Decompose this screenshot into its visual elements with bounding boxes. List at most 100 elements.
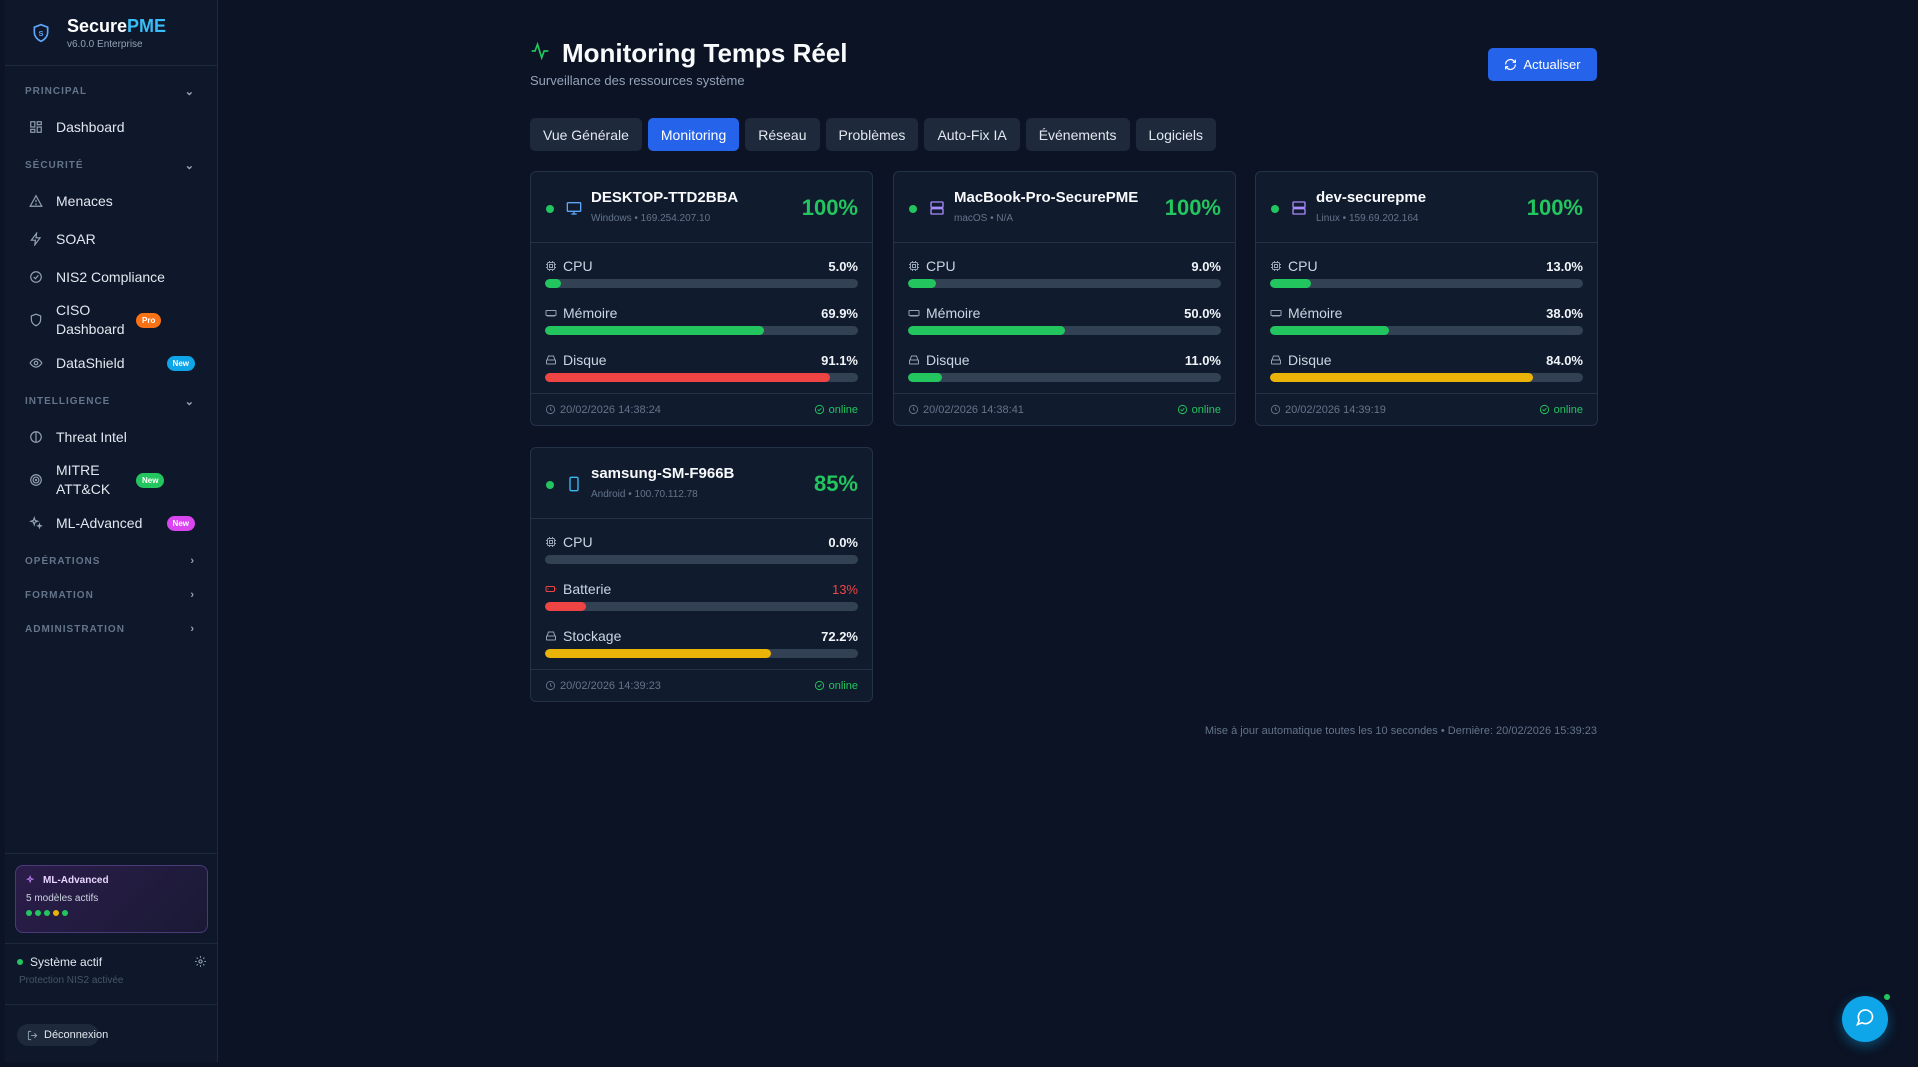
check-circle-icon	[814, 680, 825, 691]
system-status-sub: Protection NIS2 activée	[19, 975, 124, 986]
device-card-footer: 20/02/2026 14:38:24 online	[531, 393, 872, 425]
metric-value: 50.0%	[1184, 305, 1221, 321]
memory-icon	[1270, 307, 1282, 319]
divider	[5, 943, 218, 944]
tab-evenements[interactable]: Événements	[1025, 118, 1130, 151]
section-securite[interactable]: SÉCURITÉ ⌄	[25, 159, 195, 172]
device-health-score: 85%	[813, 471, 858, 496]
online-dot	[546, 481, 554, 489]
sidebar-item-nis2[interactable]: NIS2 Compliance	[5, 258, 217, 296]
device-meta: Windows • 169.254.207.10	[591, 213, 711, 224]
progress-bar	[545, 602, 858, 611]
last-seen: 20/02/2026 14:38:24	[560, 403, 661, 416]
device-card-header: DESKTOP-TTD2BBA Windows • 169.254.207.10…	[531, 172, 872, 243]
device-health-score: 100%	[1164, 195, 1221, 220]
ml-advanced-card[interactable]: ML-Advanced 5 modèles actifs	[15, 865, 208, 933]
chevron-down-icon: ⌄	[184, 85, 195, 98]
sidebar-item-dashboard[interactable]: Dashboard	[5, 108, 217, 146]
hard-drive-icon	[908, 354, 920, 366]
system-status: Système actif Protection NIS2 activée	[17, 955, 207, 986]
check-circle-icon	[814, 404, 825, 415]
ml-card-subtitle: 5 modèles actifs	[26, 893, 99, 904]
device-card[interactable]: dev-securepme Linux • 159.69.202.164 100…	[1255, 171, 1598, 426]
status-badge: online	[828, 679, 858, 692]
logout-button[interactable]: Déconnexion	[17, 1024, 108, 1046]
tab-vue-generale[interactable]: Vue Générale	[530, 118, 642, 151]
section-operations[interactable]: OPÉRATIONS ›	[25, 555, 195, 567]
scrollbar[interactable]	[1912, 0, 1918, 1067]
metric-value: 72.2%	[821, 628, 858, 644]
section-intelligence[interactable]: INTELLIGENCE ⌄	[25, 395, 195, 408]
metric-cpu: CPU 13.0%	[1270, 258, 1583, 288]
tab-logiciels[interactable]: Logiciels	[1135, 118, 1216, 151]
sidebar: S SecurePME v6.0.0 Enterprise PRINCIPAL ⌄…	[5, 0, 218, 1062]
server-icon	[929, 200, 945, 221]
tab-bar: Vue Générale Monitoring Réseau Problèmes…	[530, 118, 1216, 151]
server-icon	[1291, 200, 1307, 221]
section-principal[interactable]: PRINCIPAL ⌄	[25, 85, 195, 98]
sidebar-item-label: SOAR	[56, 230, 96, 247]
clock-icon	[908, 404, 919, 415]
device-card[interactable]: MacBook-Pro-SecurePME macOS • N/A 100% C…	[893, 171, 1236, 426]
sidebar-item-threat-intel[interactable]: Threat Intel	[5, 418, 217, 456]
device-card[interactable]: samsung-SM-F966B Android • 100.70.112.78…	[530, 447, 873, 702]
sidebar-item-label: CISO Dashboard	[56, 302, 125, 337]
metric-value: 91.1%	[821, 352, 858, 368]
lightning-icon	[28, 231, 44, 247]
sidebar-item-mitre[interactable]: MITRE ATT&CK New	[5, 456, 217, 504]
device-meta: Linux • 159.69.202.164	[1316, 213, 1419, 224]
section-administration[interactable]: ADMINISTRATION ›	[25, 623, 195, 635]
hard-drive-icon	[545, 354, 557, 366]
memory-icon	[908, 307, 920, 319]
new-badge: New	[166, 515, 195, 531]
chevron-down-icon: ⌄	[184, 395, 195, 408]
metric-value: 84.0%	[1546, 352, 1583, 368]
device-name: MacBook-Pro-SecurePME	[954, 189, 1139, 206]
hard-drive-icon	[1270, 354, 1282, 366]
page-subtitle: Surveillance des ressources système	[530, 73, 745, 88]
status-badge: online	[1553, 403, 1583, 416]
clock-icon	[545, 680, 556, 691]
sidebar-item-menaces[interactable]: Menaces	[5, 182, 217, 220]
tab-monitoring[interactable]: Monitoring	[647, 118, 740, 151]
sparkles-icon	[26, 875, 37, 886]
section-formation[interactable]: FORMATION ›	[25, 589, 195, 601]
smartphone-icon	[566, 476, 582, 497]
page-title-text: Monitoring Temps Réel	[562, 38, 848, 68]
device-name: DESKTOP-TTD2BBA	[591, 189, 739, 206]
sparkles-icon	[28, 515, 44, 531]
cpu-icon	[908, 260, 920, 272]
device-card-header: dev-securepme Linux • 159.69.202.164 100…	[1256, 172, 1597, 243]
refresh-button[interactable]: Actualiser	[1488, 48, 1597, 81]
device-card-header: MacBook-Pro-SecurePME macOS • N/A 100%	[894, 172, 1235, 243]
last-seen: 20/02/2026 14:39:19	[1285, 403, 1386, 416]
chat-button[interactable]	[1842, 996, 1888, 1042]
warning-icon	[28, 193, 44, 209]
svg-text:S: S	[38, 28, 43, 37]
device-health-score: 100%	[1526, 195, 1583, 220]
tab-auto-fix-ia[interactable]: Auto-Fix IA	[924, 118, 1020, 151]
system-status-label: Système actif	[30, 955, 103, 969]
sidebar-item-soar[interactable]: SOAR	[5, 220, 217, 258]
tab-reseau[interactable]: Réseau	[745, 118, 820, 151]
device-card[interactable]: DESKTOP-TTD2BBA Windows • 169.254.207.10…	[530, 171, 873, 426]
chevron-right-icon: ›	[190, 555, 195, 567]
brand[interactable]: S SecurePME v6.0.0 Enterprise	[5, 0, 217, 66]
sidebar-item-ciso[interactable]: CISO Dashboard Pro	[5, 296, 217, 344]
metric-cpu: CPU 0.0%	[545, 534, 858, 564]
sidebar-item-label: ML-Advanced	[56, 514, 143, 531]
tab-problemes[interactable]: Problèmes	[825, 118, 919, 151]
shield-logo-icon: S	[29, 21, 53, 45]
auto-refresh-note: Mise à jour automatique toutes les 10 se…	[1204, 725, 1597, 737]
sidebar-item-label: Threat Intel	[56, 428, 127, 445]
online-indicator	[1882, 992, 1892, 1002]
shield-icon	[28, 312, 44, 328]
refresh-label: Actualiser	[1523, 57, 1581, 72]
sidebar-item-ml-advanced[interactable]: ML-Advanced New	[5, 504, 217, 542]
sidebar-item-datashield[interactable]: DataShield New	[5, 344, 217, 382]
device-name: dev-securepme	[1316, 189, 1427, 206]
device-meta: macOS • N/A	[954, 213, 1014, 224]
metric-value: 13.0%	[1546, 258, 1583, 274]
gear-icon[interactable]	[194, 955, 207, 973]
logout-label: Déconnexion	[44, 1029, 109, 1041]
